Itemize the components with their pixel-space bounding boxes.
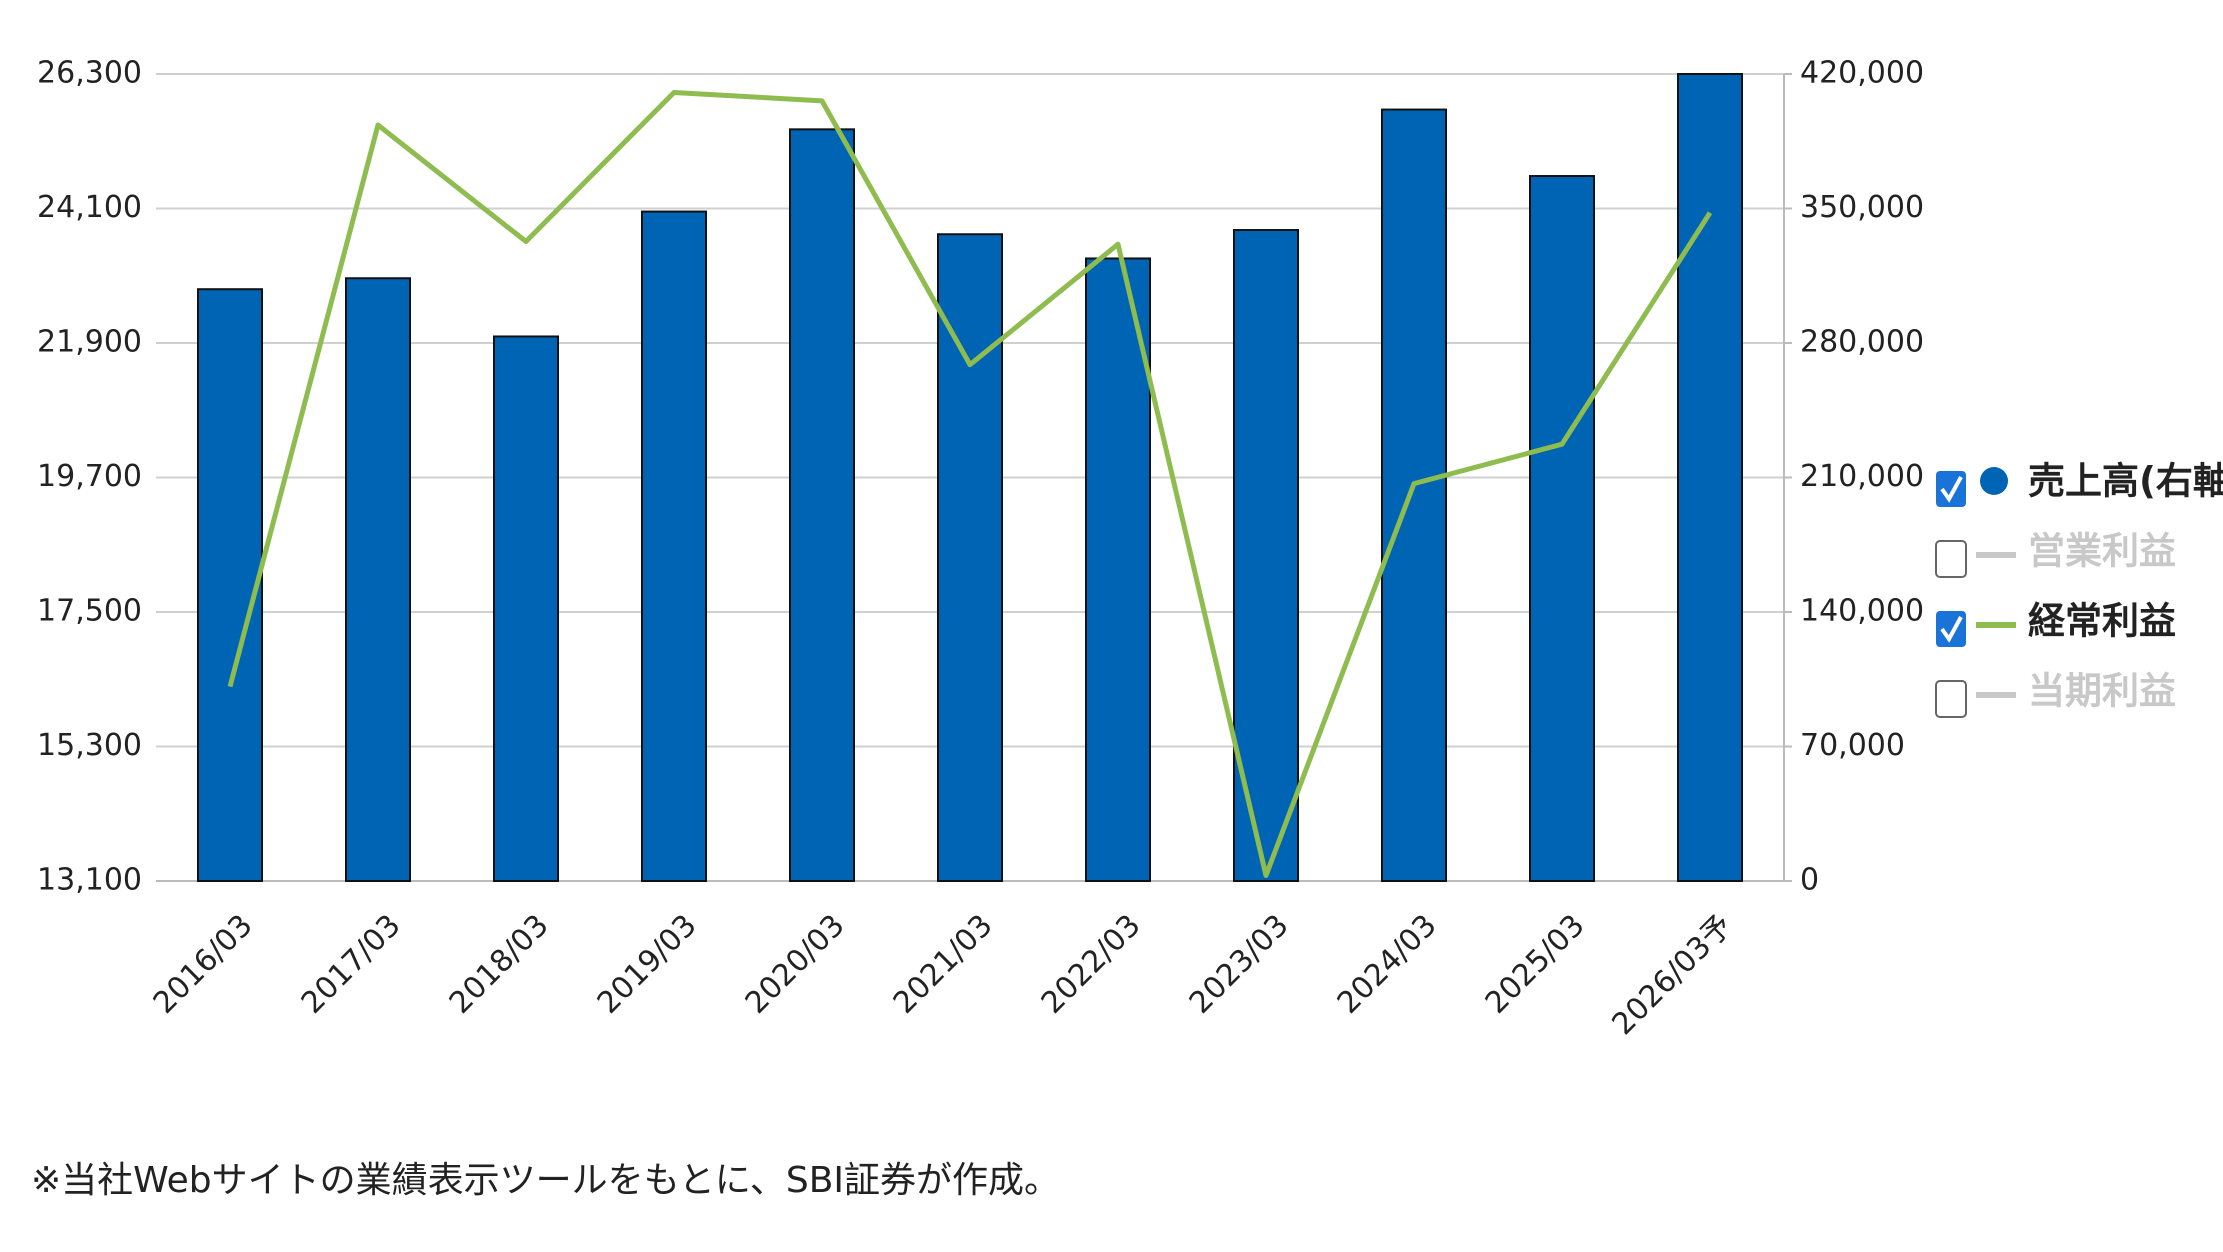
bar [1529, 175, 1595, 883]
bar [1085, 257, 1151, 882]
line [227, 89, 1713, 878]
x-tick-label: 2026/03予 [1606, 908, 1740, 1042]
legend-label: 当期利益 [2028, 670, 2176, 713]
legend-check [1940, 476, 1963, 503]
y2-tick-label: 210,000 [1800, 459, 1924, 494]
legend-item: 売上高(右軸) [1936, 460, 2223, 507]
y-tick-label: 13,100 [37, 863, 142, 898]
bar [345, 277, 411, 882]
legend-checkbox [1936, 611, 1966, 647]
y-tick-label: 24,100 [37, 190, 142, 225]
x-tick-label: 2018/03 [443, 908, 556, 1021]
y-tick-label: 21,900 [37, 325, 142, 360]
legend-checkbox [1935, 540, 1967, 578]
y2-tick-label: 280,000 [1800, 325, 1924, 360]
x-tick-label: 2022/03 [1035, 908, 1148, 1021]
x-tick-label: 2016/03 [147, 908, 260, 1021]
legend-checkbox [1935, 680, 1967, 718]
legend-item: 経常利益 [1936, 600, 2176, 647]
bar [493, 335, 559, 882]
y2-tick-label: 140,000 [1800, 594, 1924, 629]
y2-tick-label: 0 [1800, 863, 1819, 898]
x-tick-label: 2017/03 [295, 908, 408, 1021]
legend-label: 売上高(右軸) [2028, 460, 2223, 503]
y2-tick-label: 350,000 [1800, 190, 1924, 225]
bar [197, 288, 263, 882]
legend-label: 経常利益 [2028, 600, 2176, 643]
legend-item: 営業利益 [1935, 530, 2176, 578]
bar [789, 128, 855, 882]
y2-tick-label: 70,000 [1800, 728, 1905, 763]
legend-item: 当期利益 [1935, 670, 2176, 718]
bar [1677, 73, 1743, 882]
bar [937, 233, 1003, 883]
x-tick-label: 2023/03 [1183, 908, 1296, 1021]
legend-label: 営業利益 [2028, 530, 2176, 573]
y-tick-label: 19,700 [37, 459, 142, 494]
y-tick-label: 15,300 [37, 728, 142, 763]
bar [641, 210, 707, 882]
legend-marker [1980, 467, 2008, 495]
y-tick-label: 17,500 [37, 594, 142, 629]
footnote: ※当社Webサイトの業績表示ツールをもとに、SBI証券が作成。 [31, 1160, 1060, 1201]
bar [1233, 229, 1299, 882]
y2-tick-label: 420,000 [1800, 56, 1924, 91]
x-tick-label: 2024/03 [1331, 908, 1444, 1021]
x-tick-label: 2021/03 [887, 908, 1000, 1021]
x-tick-label: 2025/03 [1479, 908, 1592, 1021]
x-tick-label: 2019/03 [591, 908, 704, 1021]
y-tick-label: 26,300 [37, 56, 142, 91]
x-tick-label: 2020/03 [739, 908, 852, 1021]
legend-check [1940, 616, 1963, 643]
bar [1381, 108, 1447, 882]
legend-checkbox [1936, 471, 1966, 507]
